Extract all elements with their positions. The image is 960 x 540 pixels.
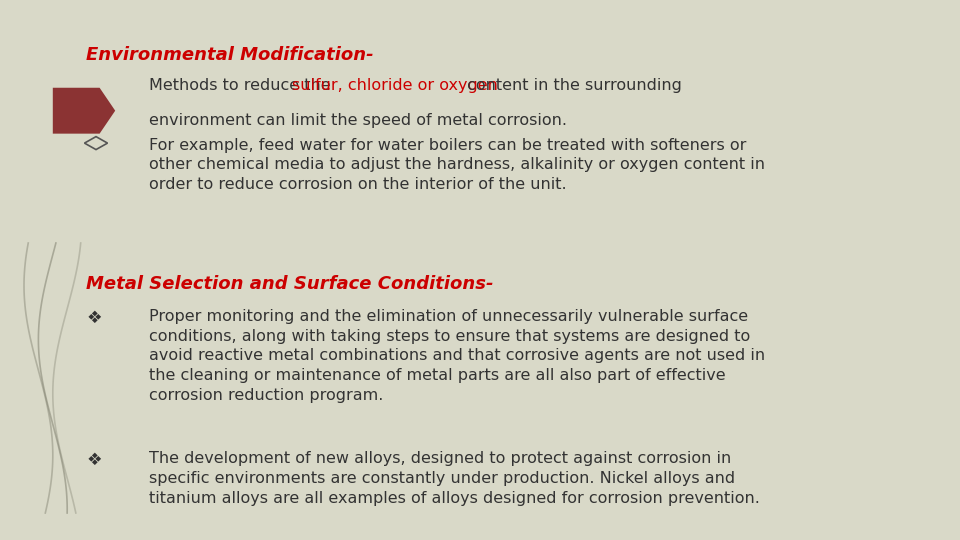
Text: The development of new alloys, designed to protect against corrosion in
specific: The development of new alloys, designed … (149, 451, 759, 505)
Text: Methods to reduce the: Methods to reduce the (149, 78, 336, 93)
Polygon shape (53, 87, 115, 133)
Text: Metal Selection and Surface Conditions-: Metal Selection and Surface Conditions- (86, 275, 493, 293)
Text: ❖: ❖ (86, 451, 102, 469)
Text: content in the surrounding: content in the surrounding (462, 78, 682, 93)
Text: Environmental Modification-: Environmental Modification- (86, 46, 374, 64)
Text: For example, feed water for water boilers can be treated with softeners or
other: For example, feed water for water boiler… (149, 138, 765, 192)
Text: environment can limit the speed of metal corrosion.: environment can limit the speed of metal… (149, 113, 566, 129)
Text: Proper monitoring and the elimination of unnecessarily vulnerable surface
condit: Proper monitoring and the elimination of… (149, 309, 765, 403)
Text: sulfur, chloride or oxygen: sulfur, chloride or oxygen (293, 78, 498, 93)
Text: ❖: ❖ (86, 309, 102, 327)
